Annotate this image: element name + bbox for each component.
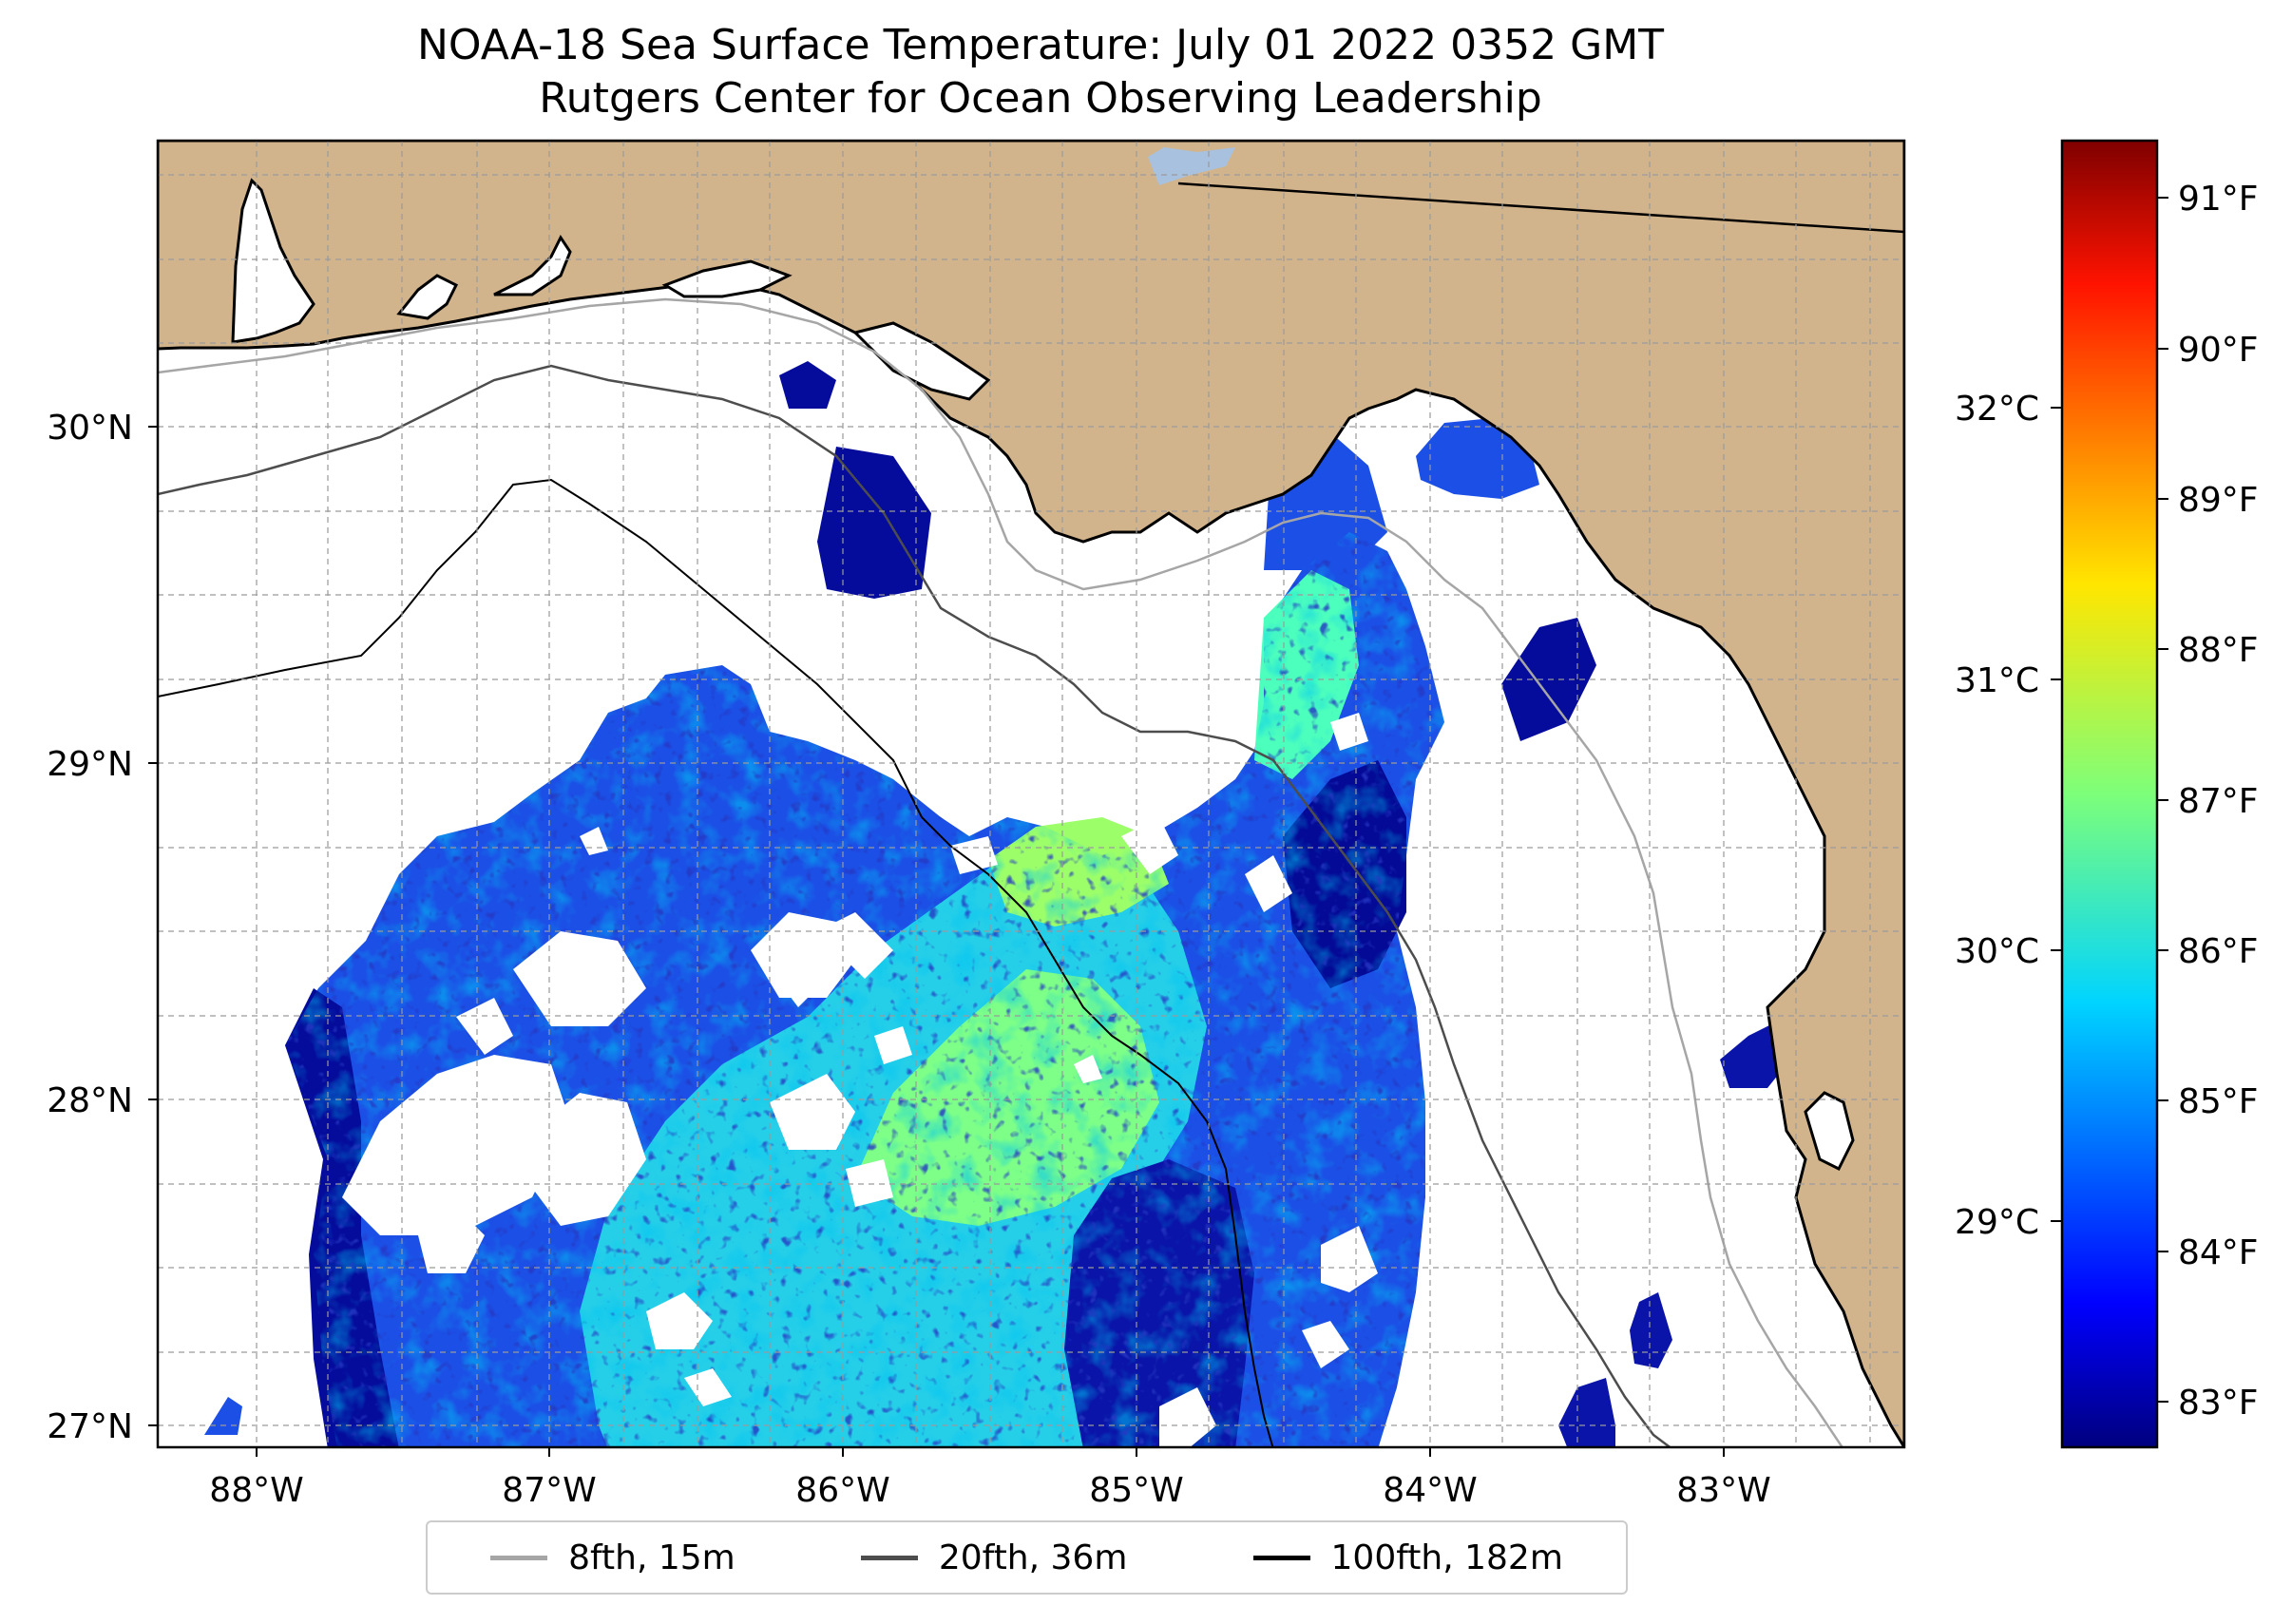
lat-tick-label: 27°N xyxy=(47,1407,133,1446)
colorbar-f-label: 88°F xyxy=(2178,631,2259,670)
state-boundary xyxy=(1177,182,1904,234)
gridlines xyxy=(158,141,1904,1447)
isobath-36m xyxy=(158,364,1672,1447)
sst-south-patch xyxy=(1558,1378,1615,1447)
colorbar-c-label: 30°C xyxy=(1955,932,2039,971)
lat-tick-label: 29°N xyxy=(47,745,133,784)
lake-seminole xyxy=(1148,147,1235,185)
legend-item-15m: 8fth, 15m xyxy=(490,1538,735,1577)
lon-tick-label: 86°W xyxy=(795,1471,889,1510)
isobath-15m xyxy=(158,297,1844,1447)
legend-line-182m xyxy=(1252,1555,1310,1560)
lon-tick-label: 87°W xyxy=(502,1471,596,1510)
lon-tick-label: 85°W xyxy=(1089,1471,1183,1510)
map-frame xyxy=(156,139,1906,1449)
colorbar-f-label: 85°F xyxy=(2178,1082,2259,1121)
colorbar-f-label: 84°F xyxy=(2178,1233,2259,1272)
colorbar-c-label: 31°C xyxy=(1955,661,2039,700)
map-title: NOAA-18 Sea Surface Temperature: July 01… xyxy=(0,19,2081,125)
colorbar-f-label: 89°F xyxy=(2178,481,2259,520)
bay-choctawhatchee xyxy=(493,235,572,296)
bay-st-andrew xyxy=(661,259,793,298)
legend-line-36m xyxy=(860,1555,918,1560)
colorbar-f-label: 83°F xyxy=(2178,1384,2259,1423)
colorbar-f-label: 87°F xyxy=(2178,782,2259,821)
lon-axis xyxy=(256,1447,1725,1457)
lon-tick-label: 84°W xyxy=(1383,1471,1477,1510)
title-line-1: NOAA-18 Sea Surface Temperature: July 01… xyxy=(416,21,1665,69)
sst-pensacola-patch xyxy=(779,361,836,409)
legend-label-36m: 20fth, 36m xyxy=(938,1538,1128,1577)
colorbar-c-label: 32°C xyxy=(1955,390,2039,429)
legend-item-36m: 20fth, 36m xyxy=(860,1538,1128,1577)
sst-apalachee-patch xyxy=(1416,418,1539,499)
colorbar: 83°F 84°F 85°F 86°F 87°F 88°F 89°F 90°F … xyxy=(1955,139,2259,1449)
sst-se-patch xyxy=(1720,1017,1786,1088)
land-mass xyxy=(158,141,1904,1447)
lat-axis xyxy=(148,426,158,1426)
lon-tick-labels: 88°W 87°W 86°W 85°W 84°W 83°W xyxy=(209,1471,1770,1510)
title-line-2: Rutgers Center for Ocean Observing Leade… xyxy=(539,74,1542,123)
colorbar-gradient xyxy=(2060,139,2159,1449)
legend-label-182m: 100fth, 182m xyxy=(1330,1538,1563,1577)
legend-label-15m: 8fth, 15m xyxy=(568,1538,735,1577)
bay-tampa xyxy=(1804,1091,1855,1172)
colorbar-f-label: 86°F xyxy=(2178,932,2259,971)
colorbar-f-label: 90°F xyxy=(2178,331,2259,370)
bay-pensacola xyxy=(396,274,459,320)
sst-nw-patch xyxy=(817,447,931,599)
lat-tick-label: 28°N xyxy=(47,1081,133,1120)
legend-item-182m: 100fth, 182m xyxy=(1252,1538,1563,1577)
lon-tick-label: 88°W xyxy=(209,1471,303,1510)
isobath-legend: 8fth, 15m 20fth, 36m 100fth, 182m xyxy=(426,1520,1628,1595)
colorbar-c-label: 29°C xyxy=(1955,1203,2039,1242)
bay-mobile xyxy=(231,178,315,344)
sst-tb-patch xyxy=(1630,1292,1672,1368)
map-area xyxy=(158,141,1904,1447)
isobath-182m xyxy=(158,478,1274,1447)
colorbar-f-label: 91°F xyxy=(2178,180,2259,219)
legend-line-15m xyxy=(490,1555,548,1560)
lat-tick-label: 30°N xyxy=(47,409,133,448)
lon-tick-label: 83°W xyxy=(1676,1471,1770,1510)
lat-tick-labels: 27°N 28°N 29°N 30°N xyxy=(47,409,133,1446)
